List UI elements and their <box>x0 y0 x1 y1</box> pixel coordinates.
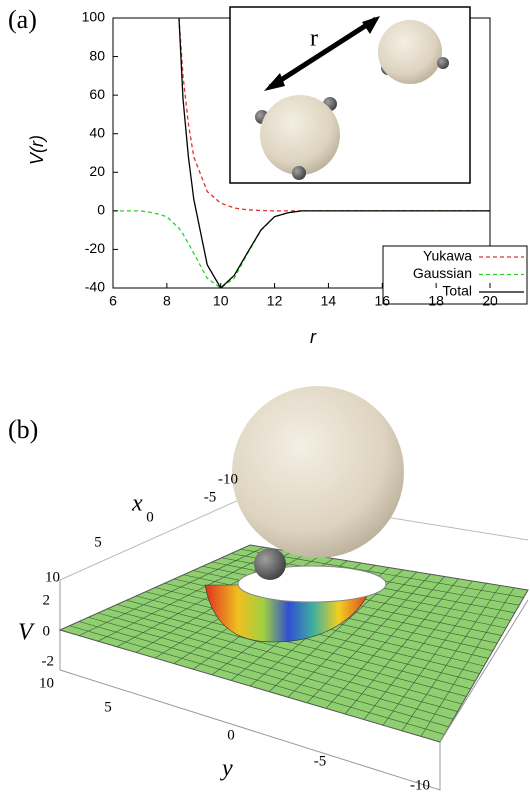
x-tick-label: 16 <box>374 293 390 309</box>
mesh-line <box>363 580 473 720</box>
particle <box>232 386 404 558</box>
tick-label: 5 <box>94 534 102 550</box>
axis-label: x <box>131 491 143 517</box>
arrow-head <box>362 16 380 34</box>
mesh-line <box>306 574 431 704</box>
x-tick-label: 14 <box>321 293 337 309</box>
box-edge <box>59 580 441 791</box>
tick-label: -5 <box>314 753 327 769</box>
patch <box>254 548 286 580</box>
mesh-line <box>344 578 459 715</box>
panel-label: (a) <box>8 5 37 34</box>
mesh-line <box>325 576 445 709</box>
x-tick-label: 18 <box>428 293 444 309</box>
y-tick-label: -40 <box>85 279 105 295</box>
tick-label: 5 <box>104 699 112 715</box>
axis-label: V <box>18 620 35 646</box>
patch <box>437 57 449 69</box>
axis-label: y <box>220 756 233 782</box>
mesh-line <box>401 585 501 731</box>
patch <box>292 166 306 180</box>
plot-area <box>113 18 490 288</box>
panel-label: (b) <box>8 415 38 444</box>
tick-label: -10 <box>218 471 238 487</box>
mesh-line <box>382 583 487 726</box>
x-axis-label: r <box>310 327 317 347</box>
y-tick-label: -20 <box>85 240 105 256</box>
x-tick-label: 10 <box>213 293 229 309</box>
legend-label: Total <box>442 283 472 299</box>
x-tick-label: 8 <box>163 293 171 309</box>
tick-label: 0 <box>146 509 154 525</box>
mesh-line <box>287 571 418 698</box>
line-series <box>113 210 490 288</box>
tick-label: 10 <box>45 569 60 585</box>
particle <box>260 95 340 175</box>
y-tick-label: 0 <box>97 202 105 218</box>
y-axis-label: V(r) <box>27 135 47 165</box>
y-tick-label: 100 <box>82 9 106 25</box>
tick-label: 0 <box>43 623 51 639</box>
line-series <box>178 18 490 288</box>
surface-plot <box>58 386 529 791</box>
arrow <box>268 16 378 90</box>
tick-label: 0 <box>227 727 235 743</box>
x-tick-label: 6 <box>109 293 117 309</box>
inset-label: r <box>310 26 318 52</box>
y-tick-label: 40 <box>89 124 105 140</box>
inset: r <box>229 6 471 184</box>
particle <box>378 20 442 84</box>
box-edge <box>439 599 529 743</box>
mesh-line <box>240 548 524 598</box>
arrow-head <box>264 73 285 91</box>
y-tick-label: 20 <box>89 163 105 179</box>
y-tick-label: 60 <box>89 86 105 102</box>
mesh-line <box>420 587 515 737</box>
tick-label: -5 <box>204 489 217 505</box>
y-tick-label: 80 <box>89 47 105 63</box>
tick-label: -10 <box>410 777 430 793</box>
x-tick-label: 20 <box>482 293 498 309</box>
x-tick-label: 12 <box>267 293 283 309</box>
legend-label: Yukawa <box>423 248 472 264</box>
legend-label: Gaussian <box>413 265 472 281</box>
tick-label: 10 <box>39 675 54 691</box>
tick-label: -2 <box>42 653 55 669</box>
tick-label: 2 <box>43 592 51 608</box>
